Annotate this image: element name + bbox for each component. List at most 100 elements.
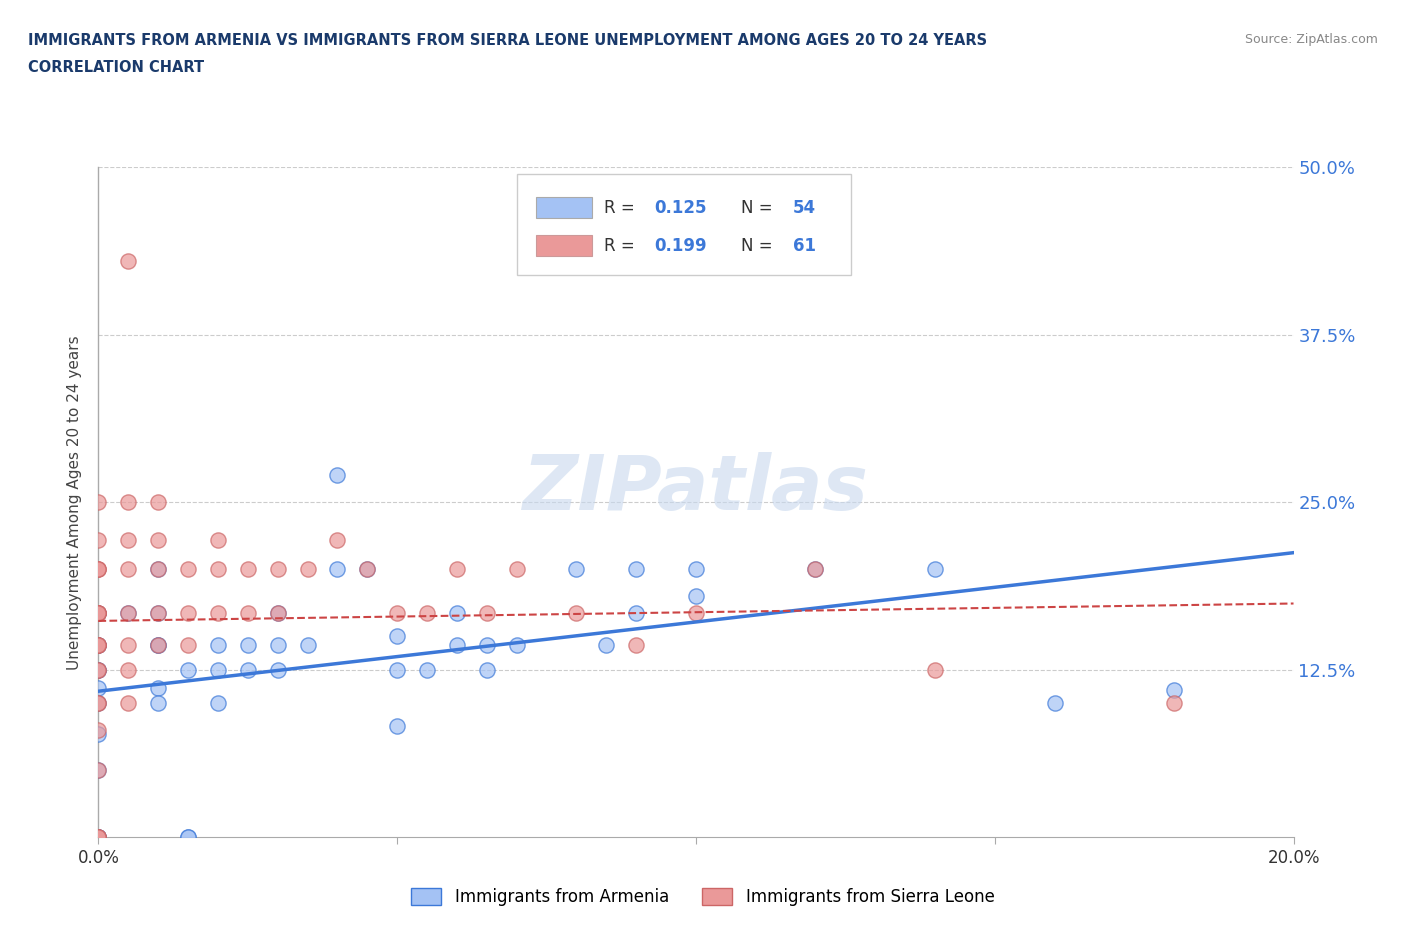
Point [506,638,529,653]
Point [87,606,110,621]
Point [1043,696,1066,711]
Point [87,562,110,577]
Point [87,830,110,844]
Text: 54: 54 [793,199,815,217]
Point [87,638,110,653]
Point [87,638,110,653]
Point [236,606,259,621]
Point [117,606,139,621]
Point [117,254,139,269]
Point [177,562,200,577]
Point [385,629,409,644]
Point [356,562,378,577]
Text: CORRELATION CHART: CORRELATION CHART [28,60,204,75]
Point [87,830,110,844]
Point [626,606,648,621]
Point [87,763,110,777]
Point [326,532,349,547]
Point [297,638,319,653]
Point [87,830,110,844]
Text: 61: 61 [793,237,815,255]
Point [207,562,229,577]
Point [804,562,827,577]
Point [207,532,229,547]
Point [416,606,439,621]
Point [475,606,498,621]
Point [207,696,229,711]
Point [267,562,290,577]
Point [626,638,648,653]
Text: Source: ZipAtlas.com: Source: ZipAtlas.com [1244,33,1378,46]
FancyBboxPatch shape [517,174,852,274]
Text: ZIPatlas: ZIPatlas [523,452,869,525]
Point [117,606,139,621]
Legend: Immigrants from Armenia, Immigrants from Sierra Leone: Immigrants from Armenia, Immigrants from… [405,881,1001,912]
Point [416,662,439,677]
Point [177,830,200,844]
FancyBboxPatch shape [536,197,592,219]
Point [148,495,170,510]
Point [685,589,707,604]
Point [385,662,409,677]
Point [87,723,110,737]
Point [506,562,529,577]
Point [565,562,588,577]
Point [1163,696,1185,711]
Point [87,726,110,741]
Point [87,638,110,653]
Text: 0.199: 0.199 [654,237,707,255]
Point [1163,683,1185,698]
Point [236,562,259,577]
Point [87,606,110,621]
Point [148,638,170,653]
Point [804,562,827,577]
Point [87,638,110,653]
Point [148,562,170,577]
Text: 0.125: 0.125 [654,199,707,217]
Point [177,662,200,677]
Point [326,468,349,483]
Point [356,562,378,577]
Point [446,562,468,577]
Point [87,606,110,621]
Point [87,830,110,844]
Point [87,606,110,621]
Point [148,606,170,621]
Point [626,562,648,577]
Point [385,718,409,733]
Point [117,696,139,711]
Point [446,638,468,653]
Point [87,830,110,844]
Point [595,638,617,653]
Point [207,662,229,677]
Point [87,638,110,653]
Point [267,662,290,677]
Point [207,606,229,621]
Y-axis label: Unemployment Among Ages 20 to 24 years: Unemployment Among Ages 20 to 24 years [67,335,83,670]
Point [326,562,349,577]
Point [685,606,707,621]
Point [87,763,110,777]
Text: R =: R = [605,237,640,255]
Point [148,606,170,621]
Point [87,495,110,510]
Point [87,606,110,621]
Point [87,662,110,677]
Point [297,562,319,577]
Point [267,638,290,653]
Point [117,532,139,547]
Text: N =: N = [741,237,779,255]
Point [87,662,110,677]
Point [87,662,110,677]
Point [475,662,498,677]
Text: IMMIGRANTS FROM ARMENIA VS IMMIGRANTS FROM SIERRA LEONE UNEMPLOYMENT AMONG AGES : IMMIGRANTS FROM ARMENIA VS IMMIGRANTS FR… [28,33,987,47]
Point [148,532,170,547]
Point [87,830,110,844]
Point [87,830,110,844]
Point [385,606,409,621]
Point [87,696,110,711]
Text: R =: R = [605,199,640,217]
Point [685,562,707,577]
Point [267,606,290,621]
Point [267,606,290,621]
